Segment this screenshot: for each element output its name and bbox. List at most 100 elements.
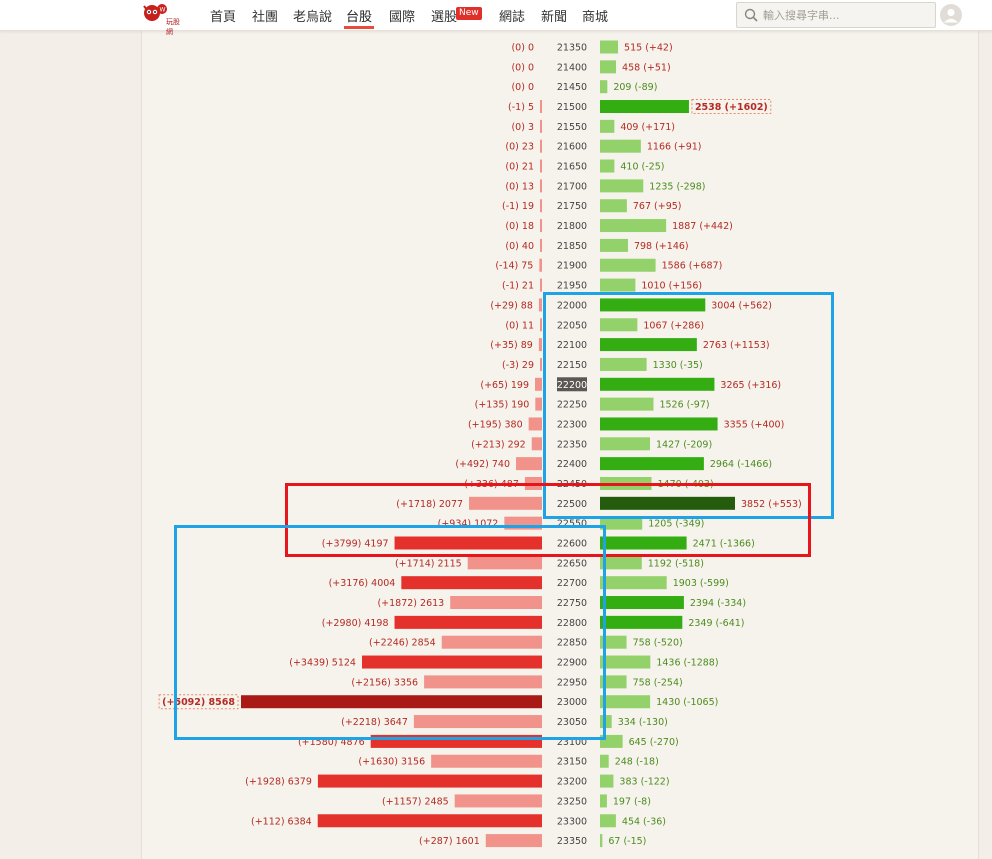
call-bar (600, 615, 683, 629)
call-bar (600, 635, 627, 649)
strike-label: 21550 (557, 122, 587, 133)
search-box[interactable] (736, 2, 936, 28)
active-tab-underline (344, 26, 374, 29)
put-bar (441, 635, 542, 649)
nav-item-intl[interactable]: 國際 (389, 10, 416, 25)
strike-label: 21600 (557, 142, 587, 153)
strike-label: 21750 (557, 201, 587, 212)
put-bar (535, 377, 542, 391)
put-bar (540, 100, 542, 114)
call-bar (600, 159, 615, 173)
call-label: 197 (-8) (613, 796, 651, 807)
call-bar (600, 179, 644, 193)
annotation-blue-box-calls (543, 292, 834, 519)
call-bar (600, 318, 638, 332)
put-bar (516, 457, 542, 471)
call-bar (600, 139, 641, 153)
strike-label: 23300 (557, 816, 587, 827)
search-icon[interactable] (743, 7, 759, 23)
search-input[interactable] (761, 5, 933, 25)
put-bar (454, 794, 542, 808)
nav-item-blog[interactable]: 網誌 (499, 10, 526, 25)
strike-label: 23100 (557, 737, 587, 748)
svg-text:W: W (160, 7, 166, 14)
put-bar (540, 357, 542, 371)
put-bar (431, 754, 542, 768)
nav-item-mall[interactable]: 商城 (582, 10, 609, 25)
put-label: (0) 0 (511, 82, 534, 93)
strike-label: 21450 (557, 82, 587, 93)
strike-label: 22700 (557, 578, 587, 589)
put-label: (0) 0 (511, 62, 534, 73)
call-bar (600, 258, 656, 272)
call-label: 209 (-89) (613, 82, 657, 93)
call-bar (600, 834, 603, 848)
nav-item-laowu[interactable]: 老烏說 (293, 10, 333, 25)
put-label: (0) 11 (505, 320, 534, 331)
call-label: 454 (-36) (622, 816, 666, 827)
nav-item-club[interactable]: 社團 (252, 10, 279, 25)
put-label: (+3439) 5124 (289, 658, 356, 669)
strike-label: 22250 (557, 400, 587, 411)
put-bar (540, 179, 542, 193)
put-bar (539, 258, 542, 272)
strike-label: 21500 (557, 102, 587, 113)
put-bar (540, 119, 542, 133)
call-label: 1586 (+687) (662, 261, 723, 272)
nav-item-news[interactable]: 新聞 (541, 10, 568, 25)
call-label: 1887 (+442) (672, 221, 733, 232)
call-label: 458 (+51) (622, 62, 671, 73)
call-label: 515 (+42) (624, 43, 673, 54)
strike-label: 22100 (557, 340, 587, 351)
put-bar (394, 615, 542, 629)
put-label: (+195) 380 (468, 419, 523, 430)
put-bar (467, 556, 542, 570)
annotation-red-box-22500-22600 (285, 483, 811, 557)
put-bar (540, 159, 542, 173)
site-logo[interactable]: W 玩股網 (140, 2, 186, 36)
put-bar (531, 437, 542, 451)
call-bar (600, 397, 654, 411)
top-put-label-frame (158, 694, 239, 710)
nav-item-screener[interactable]: 選股 (431, 10, 458, 25)
put-label: (+5092) 8568 (162, 697, 235, 708)
call-bar (600, 516, 643, 530)
put-label: (+65) 199 (480, 380, 529, 391)
call-bar (600, 814, 616, 828)
put-label: (+2980) 4198 (322, 618, 389, 629)
call-bar (600, 357, 647, 371)
top-call-label-frame (691, 99, 772, 115)
strike-label: 23050 (557, 717, 587, 728)
put-label: (+2156) 3356 (351, 677, 418, 688)
call-label: 1430 (-1065) (656, 697, 718, 708)
call-label: 645 (-270) (629, 737, 679, 748)
call-label: 3265 (+316) (720, 380, 781, 391)
put-label: (-1) 19 (502, 201, 534, 212)
call-label: 1010 (+156) (641, 281, 702, 292)
call-bar (600, 199, 627, 213)
call-label: 410 (-25) (620, 162, 664, 173)
strike-label: 22200 (557, 380, 587, 391)
nav-item-twstock[interactable]: 台股 (346, 10, 373, 25)
put-bar (413, 715, 542, 729)
call-label: 2471 (-1366) (693, 539, 755, 550)
put-label: (+287) 1601 (419, 836, 480, 847)
call-bar (600, 675, 627, 689)
put-label: (+35) 89 (490, 340, 533, 351)
call-bar (600, 80, 608, 94)
call-bar (600, 496, 735, 510)
user-avatar-icon[interactable] (940, 4, 962, 26)
put-label: (0) 40 (505, 241, 534, 252)
call-label: 1526 (-97) (659, 400, 709, 411)
put-label: (0) 18 (505, 221, 534, 232)
put-label: (+1928) 6379 (245, 777, 312, 788)
top-navbar: W 玩股網 首頁 社團 老烏說 台股 國際 選股 New 網誌 新聞 商城 (0, 0, 992, 36)
call-label: 2763 (+1153) (703, 340, 770, 351)
nav-item-home[interactable]: 首頁 (210, 10, 237, 25)
put-label: (+135) 190 (475, 400, 530, 411)
call-bar (600, 437, 651, 451)
put-bar (538, 338, 542, 352)
put-label: (+2246) 2854 (369, 638, 436, 649)
put-bar (540, 238, 542, 252)
put-label: (+213) 292 (471, 439, 526, 450)
